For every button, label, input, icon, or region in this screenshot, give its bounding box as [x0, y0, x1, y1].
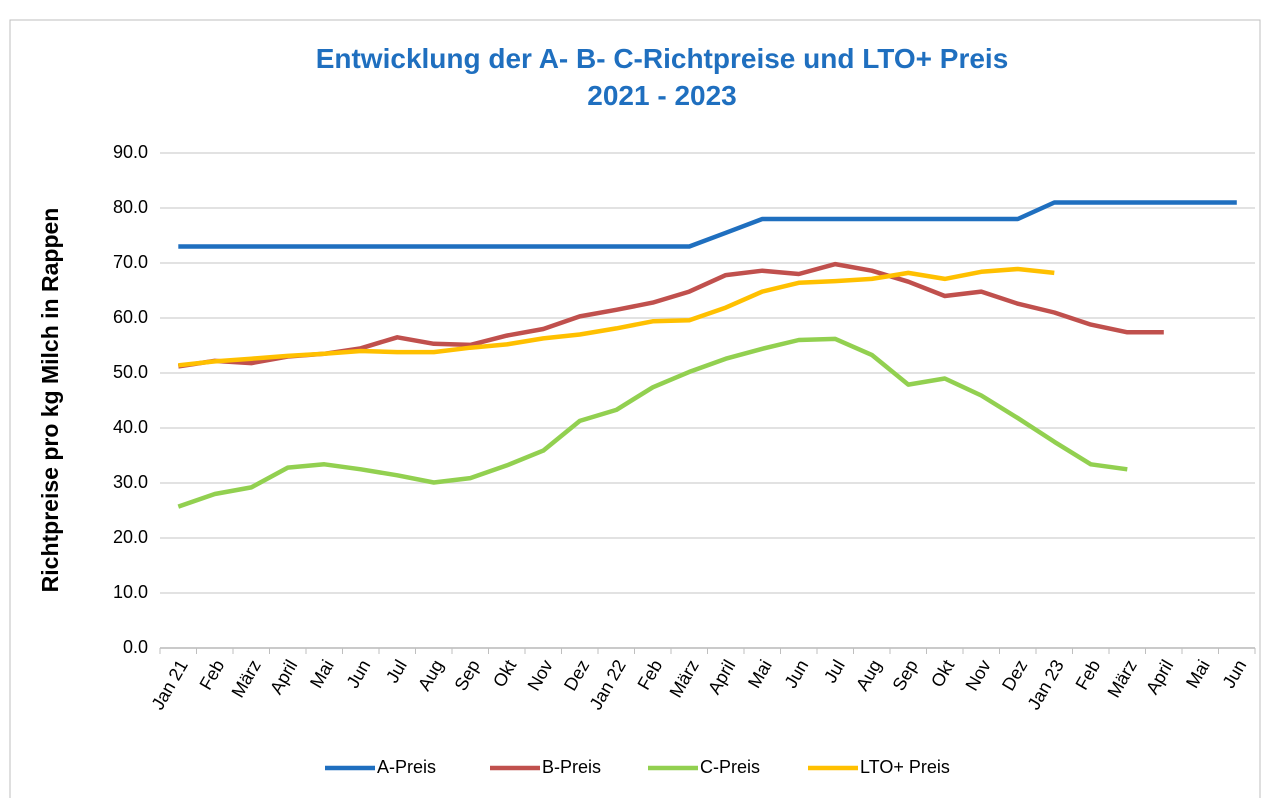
y-tick-label: 10.0 [113, 582, 148, 602]
series-line [178, 200, 1237, 249]
chart-title: Entwicklung der A- B- C-Richtpreise und … [316, 43, 1009, 74]
y-tick-label: 20.0 [113, 527, 148, 547]
chart-frame [9, 19, 1261, 798]
y-axis-label: Richtpreise pro kg Milch in Rappen [37, 208, 63, 593]
chart-subtitle: 2021 - 2023 [587, 80, 736, 111]
y-tick-label: 0.0 [123, 637, 148, 657]
series-line [178, 266, 1055, 368]
legend-label: LTO+ Preis [860, 757, 950, 777]
y-tick-label: 40.0 [113, 417, 148, 437]
y-tick-label: 90.0 [113, 142, 148, 162]
legend-label: C-Preis [700, 757, 760, 777]
y-tick-label: 80.0 [113, 197, 148, 217]
y-tick-label: 70.0 [113, 252, 148, 272]
y-tick-label: 50.0 [113, 362, 148, 382]
y-tick-label: 30.0 [113, 472, 148, 492]
legend-label: B-Preis [542, 757, 601, 777]
series-line [177, 336, 1128, 509]
legend-label: A-Preis [377, 757, 436, 777]
y-tick-label: 60.0 [113, 307, 148, 327]
